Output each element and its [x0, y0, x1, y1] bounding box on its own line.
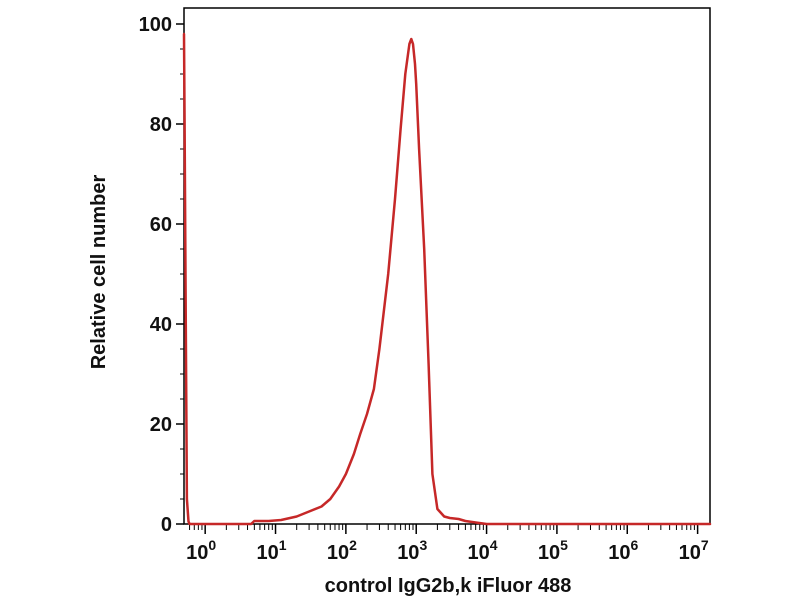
x-tick-label: 102 — [327, 537, 357, 564]
y-tick-label: 60 — [150, 214, 172, 236]
x-tick-label: 100 — [186, 537, 216, 564]
x-tick-label: 107 — [679, 537, 709, 564]
y-tick-label: 100 — [139, 14, 172, 36]
y-tick-label: 20 — [150, 414, 172, 436]
x-tick-label: 103 — [397, 537, 427, 564]
plot-frame — [183, 7, 711, 525]
y-axis-title: Relative cell number — [88, 175, 110, 370]
x-axis-title: control IgG2b,k iFluor 488 — [325, 575, 572, 597]
x-tick-label: 104 — [468, 537, 498, 564]
x-tick-label: 105 — [538, 537, 568, 564]
y-tick-label: 80 — [150, 114, 172, 136]
histogram-line — [182, 32, 712, 526]
y-tick-label: 0 — [161, 514, 172, 536]
x-tick-label: 106 — [608, 537, 638, 564]
y-tick-label: 40 — [150, 314, 172, 336]
x-tick-label: 101 — [257, 537, 287, 564]
